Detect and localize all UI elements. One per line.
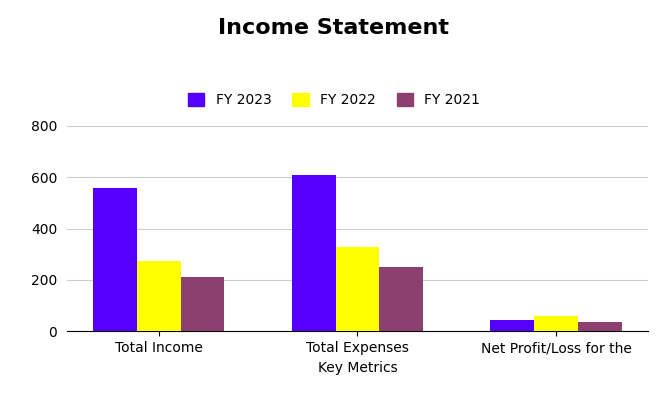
Legend: FY 2023, FY 2022, FY 2021: FY 2023, FY 2022, FY 2021: [182, 88, 486, 113]
Bar: [379, 267, 423, 331]
Bar: [292, 175, 335, 331]
Bar: [578, 322, 621, 331]
Text: Income Statement: Income Statement: [218, 18, 450, 38]
Bar: [137, 261, 180, 331]
X-axis label: Key Metrics: Key Metrics: [317, 360, 397, 375]
Bar: [335, 246, 379, 331]
Bar: [180, 277, 224, 331]
Bar: [94, 187, 137, 331]
Bar: [490, 320, 534, 331]
Bar: [534, 316, 578, 331]
